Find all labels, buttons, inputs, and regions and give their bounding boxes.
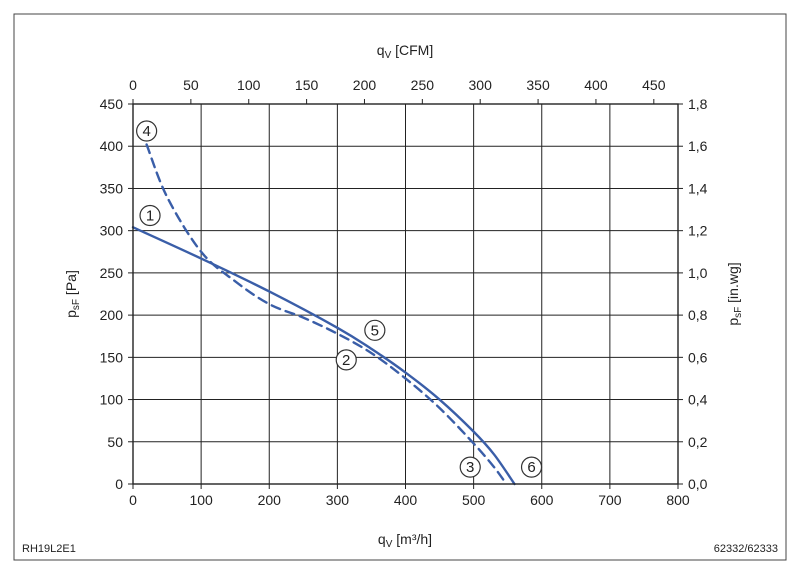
- right-tick-label: 0,2: [688, 434, 708, 450]
- bottom-tick-label: 400: [394, 492, 418, 508]
- bottom-tick-label: 100: [189, 492, 213, 508]
- bottom-axis-label: qV [m³/h]: [378, 531, 432, 550]
- right-tick-label: 0,6: [688, 349, 708, 365]
- curve-marker-3: 3: [459, 456, 481, 478]
- right-tick-label: 1,8: [688, 96, 708, 112]
- left-tick-label: 400: [100, 138, 124, 154]
- bottom-tick-label: 500: [462, 492, 486, 508]
- top-tick-label: 350: [526, 77, 550, 93]
- top-tick-label: 0: [129, 77, 137, 93]
- marker-label: 4: [142, 123, 150, 140]
- right-axis-ticks: 0,0 0,2 0,4 0,6 0,8 1,0 1,2 1,4 1,6 1,8: [678, 96, 708, 492]
- marker-circle: [136, 120, 158, 142]
- marker-circle: [520, 456, 543, 478]
- left-tick-label: 100: [100, 392, 124, 408]
- bottom-tick-label: 200: [258, 492, 282, 508]
- grid: [133, 104, 678, 484]
- curve-markers: 1 2 3 4 5 6: [136, 120, 543, 478]
- right-tick-label: 1,4: [688, 180, 708, 196]
- bottom-axis-ticks: 0 100 200 300 400 500 600 700 800: [129, 484, 690, 508]
- bottom-tick-label: 800: [666, 492, 690, 508]
- series-line-dashed: [145, 143, 508, 486]
- right-tick-label: 1,2: [688, 223, 708, 239]
- top-tick-label: 200: [353, 77, 377, 93]
- top-tick-label: 450: [642, 77, 666, 93]
- curve-marker-2: 2: [335, 349, 357, 371]
- curve-marker-5: 5: [364, 319, 386, 341]
- right-tick-label: 1,0: [688, 265, 708, 281]
- left-tick-label: 450: [100, 96, 124, 112]
- top-tick-label: 300: [469, 77, 493, 93]
- top-tick-label: 100: [237, 77, 261, 93]
- series-line-solid: [131, 226, 516, 486]
- bottom-tick-label: 700: [598, 492, 622, 508]
- top-tick-label: 250: [411, 77, 435, 93]
- marker-circle: [139, 204, 161, 227]
- right-axis-label: psF [in.wg]: [725, 262, 744, 325]
- top-tick-label: 400: [584, 77, 608, 93]
- bottom-tick-label: 300: [326, 492, 350, 508]
- left-tick-label: 0: [115, 476, 123, 492]
- left-tick-label: 250: [100, 265, 124, 281]
- left-tick-label: 350: [100, 180, 124, 196]
- marker-label: 6: [527, 459, 535, 476]
- bottom-tick-label: 600: [530, 492, 554, 508]
- right-tick-label: 0,0: [688, 476, 708, 492]
- top-axis-ticks: 0 50 100 150 200 250 300 350 400 450: [129, 77, 666, 104]
- right-tick-label: 1,6: [688, 138, 708, 154]
- top-axis-label: qV [CFM]: [377, 42, 433, 61]
- left-axis-ticks: 0 50 100 150 200 250 300 350 400 450: [100, 96, 133, 492]
- bottom-tick-label: 0: [129, 492, 137, 508]
- right-tick-label: 0,4: [688, 392, 708, 408]
- marker-label: 2: [342, 352, 350, 369]
- left-tick-label: 200: [100, 307, 124, 323]
- curve-marker-6: 6: [520, 456, 543, 478]
- marker-circle: [459, 456, 481, 478]
- curve-marker-1: 1: [139, 204, 161, 227]
- top-tick-label: 150: [295, 77, 319, 93]
- left-tick-label: 300: [100, 223, 124, 239]
- marker-label: 3: [466, 459, 474, 476]
- left-tick-label: 50: [107, 434, 123, 450]
- marker-label: 1: [146, 207, 154, 224]
- marker-circle: [335, 349, 357, 371]
- left-tick-label: 150: [100, 349, 124, 365]
- right-tick-label: 0,8: [688, 307, 708, 323]
- left-axis-label: psF [Pa]: [63, 270, 82, 318]
- figure-code-left: RH19L2E1: [22, 543, 76, 555]
- curve-marker-4: 4: [136, 120, 158, 142]
- series-layer: [131, 143, 516, 486]
- marker-label: 5: [371, 322, 379, 339]
- top-tick-label: 50: [183, 77, 199, 93]
- figure-code-right: 62332/62333: [714, 543, 778, 555]
- marker-circle: [364, 319, 386, 341]
